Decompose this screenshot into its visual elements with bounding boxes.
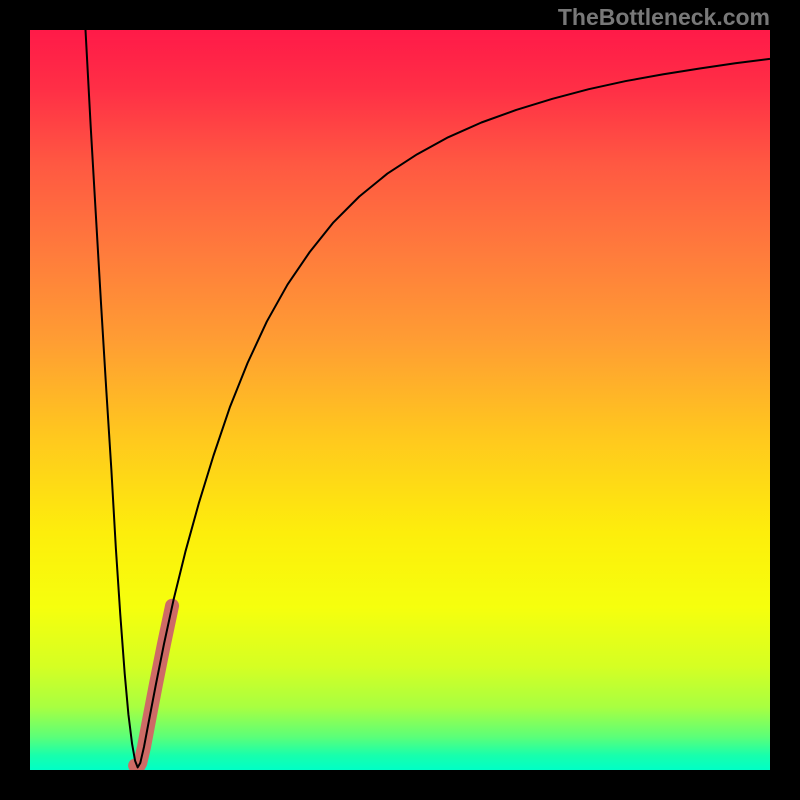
watermark-text: TheBottleneck.com (558, 4, 770, 31)
chart-frame: TheBottleneck.com (0, 0, 800, 800)
bottleneck-curve-plot (30, 30, 770, 770)
gradient-background (30, 30, 770, 770)
